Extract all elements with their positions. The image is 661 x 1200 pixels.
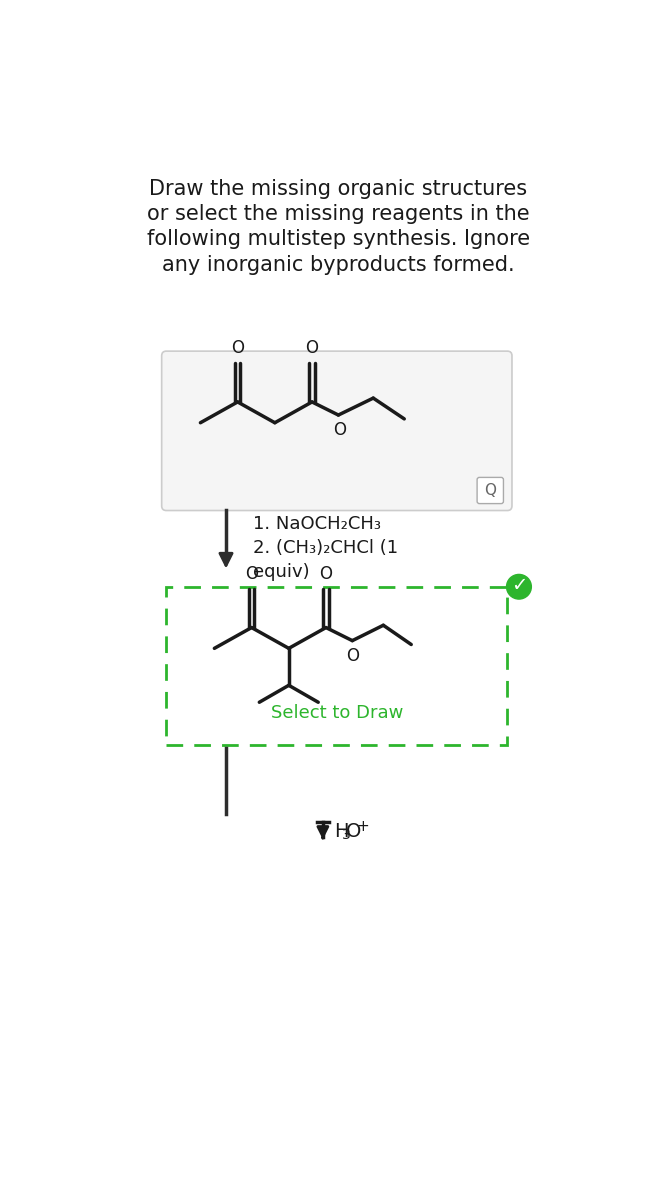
Text: 1. NaOCH₂CH₃: 1. NaOCH₂CH₃ xyxy=(253,515,381,533)
Bar xyxy=(167,587,508,744)
Text: O: O xyxy=(245,565,258,583)
Text: O: O xyxy=(346,647,360,665)
Text: 2. (CH₃)₂CHCl (1: 2. (CH₃)₂CHCl (1 xyxy=(253,539,398,557)
Text: following multistep synthesis. Ignore: following multistep synthesis. Ignore xyxy=(147,229,530,250)
FancyBboxPatch shape xyxy=(477,478,504,504)
Text: O: O xyxy=(305,340,319,358)
FancyBboxPatch shape xyxy=(162,352,512,510)
Text: equiv): equiv) xyxy=(253,563,310,581)
Text: O: O xyxy=(231,340,244,358)
Text: ✓: ✓ xyxy=(511,576,527,595)
Text: H: H xyxy=(334,822,348,841)
Text: or select the missing reagents in the: or select the missing reagents in the xyxy=(147,204,529,224)
Text: +: + xyxy=(356,820,369,834)
Text: Q: Q xyxy=(485,482,496,498)
Text: Select to Draw: Select to Draw xyxy=(270,703,403,721)
Text: Draw the missing organic structures: Draw the missing organic structures xyxy=(149,179,527,199)
Text: 3: 3 xyxy=(342,828,350,842)
Text: O: O xyxy=(319,565,332,583)
Text: O: O xyxy=(346,822,362,841)
Text: O: O xyxy=(332,421,346,439)
Circle shape xyxy=(506,575,531,599)
Text: any inorganic byproducts formed.: any inorganic byproducts formed. xyxy=(162,254,515,275)
